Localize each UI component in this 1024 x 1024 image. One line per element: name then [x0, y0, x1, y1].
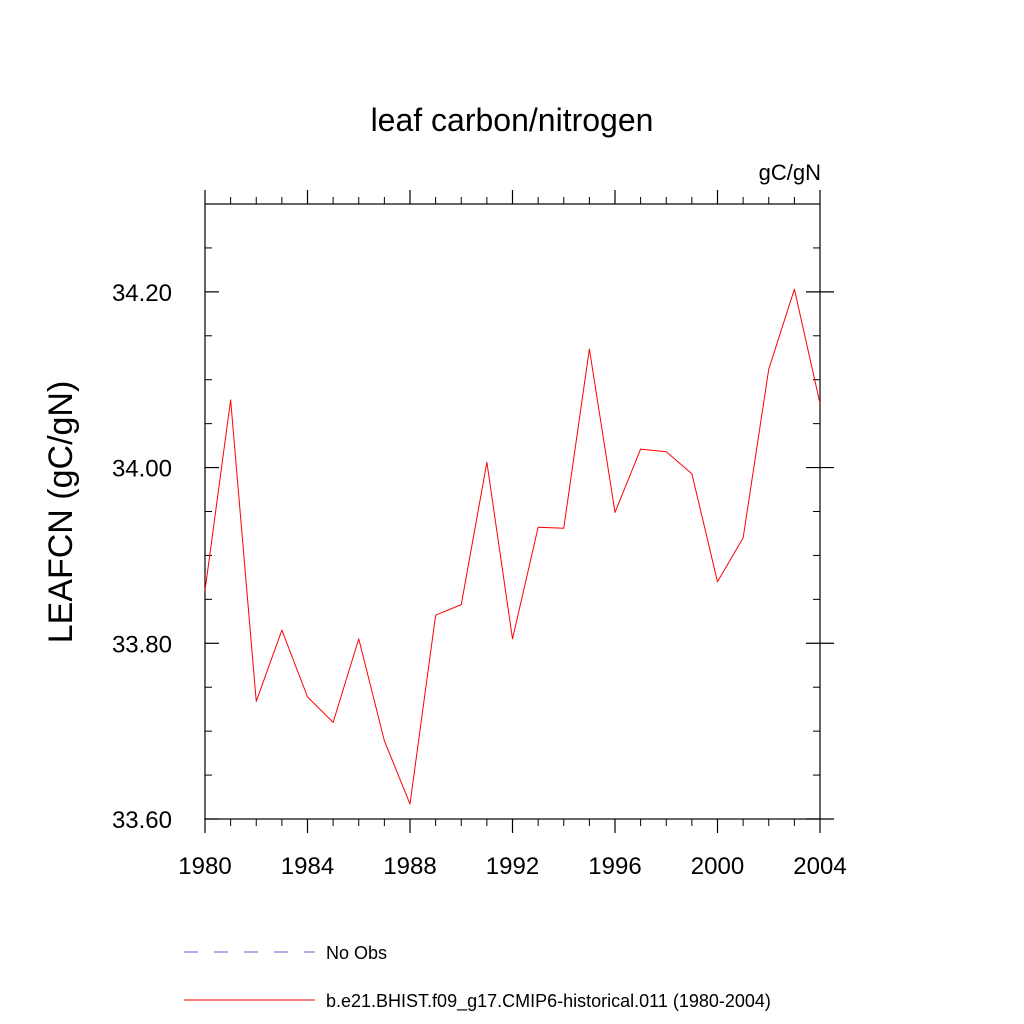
plot-frame: [204, 203, 821, 820]
x-tick-label: 1980: [178, 853, 231, 880]
units-label: gC/gN: [759, 160, 821, 185]
y-axis-label: LEAFCN (gC/gN): [42, 381, 80, 644]
x-tick-label: 1984: [281, 853, 334, 880]
chart-title: leaf carbon/nitrogen: [371, 102, 654, 138]
minor-ticks: [205, 197, 820, 826]
y-tick-label: 34.00: [112, 456, 172, 483]
x-tick-label: 2000: [691, 853, 744, 880]
x-tick-label: 1996: [588, 853, 641, 880]
major-ticks: [204, 190, 834, 833]
series-layer: [204, 288, 821, 805]
x-tick-label: 1988: [383, 853, 436, 880]
legend-label-no-obs: No Obs: [326, 943, 387, 963]
x-tick-label: 1992: [486, 853, 539, 880]
y-tick-label: 33.60: [112, 807, 172, 834]
legend-label-model: b.e21.BHIST.f09_g17.CMIP6-historical.011…: [326, 991, 771, 1012]
x-tick-labels: 1980 1984 1988 1992 1996 2000 2004: [178, 853, 846, 880]
legend: No Obs b.e21.BHIST.f09_g17.CMIP6-histori…: [184, 943, 771, 1012]
y-tick-labels: 33.60 33.80 34.00 34.20: [112, 280, 172, 834]
x-tick-label: 2004: [793, 853, 846, 880]
y-tick-label: 34.20: [112, 280, 172, 307]
y-tick-label: 33.80: [112, 631, 172, 658]
series-line: [204, 288, 821, 805]
